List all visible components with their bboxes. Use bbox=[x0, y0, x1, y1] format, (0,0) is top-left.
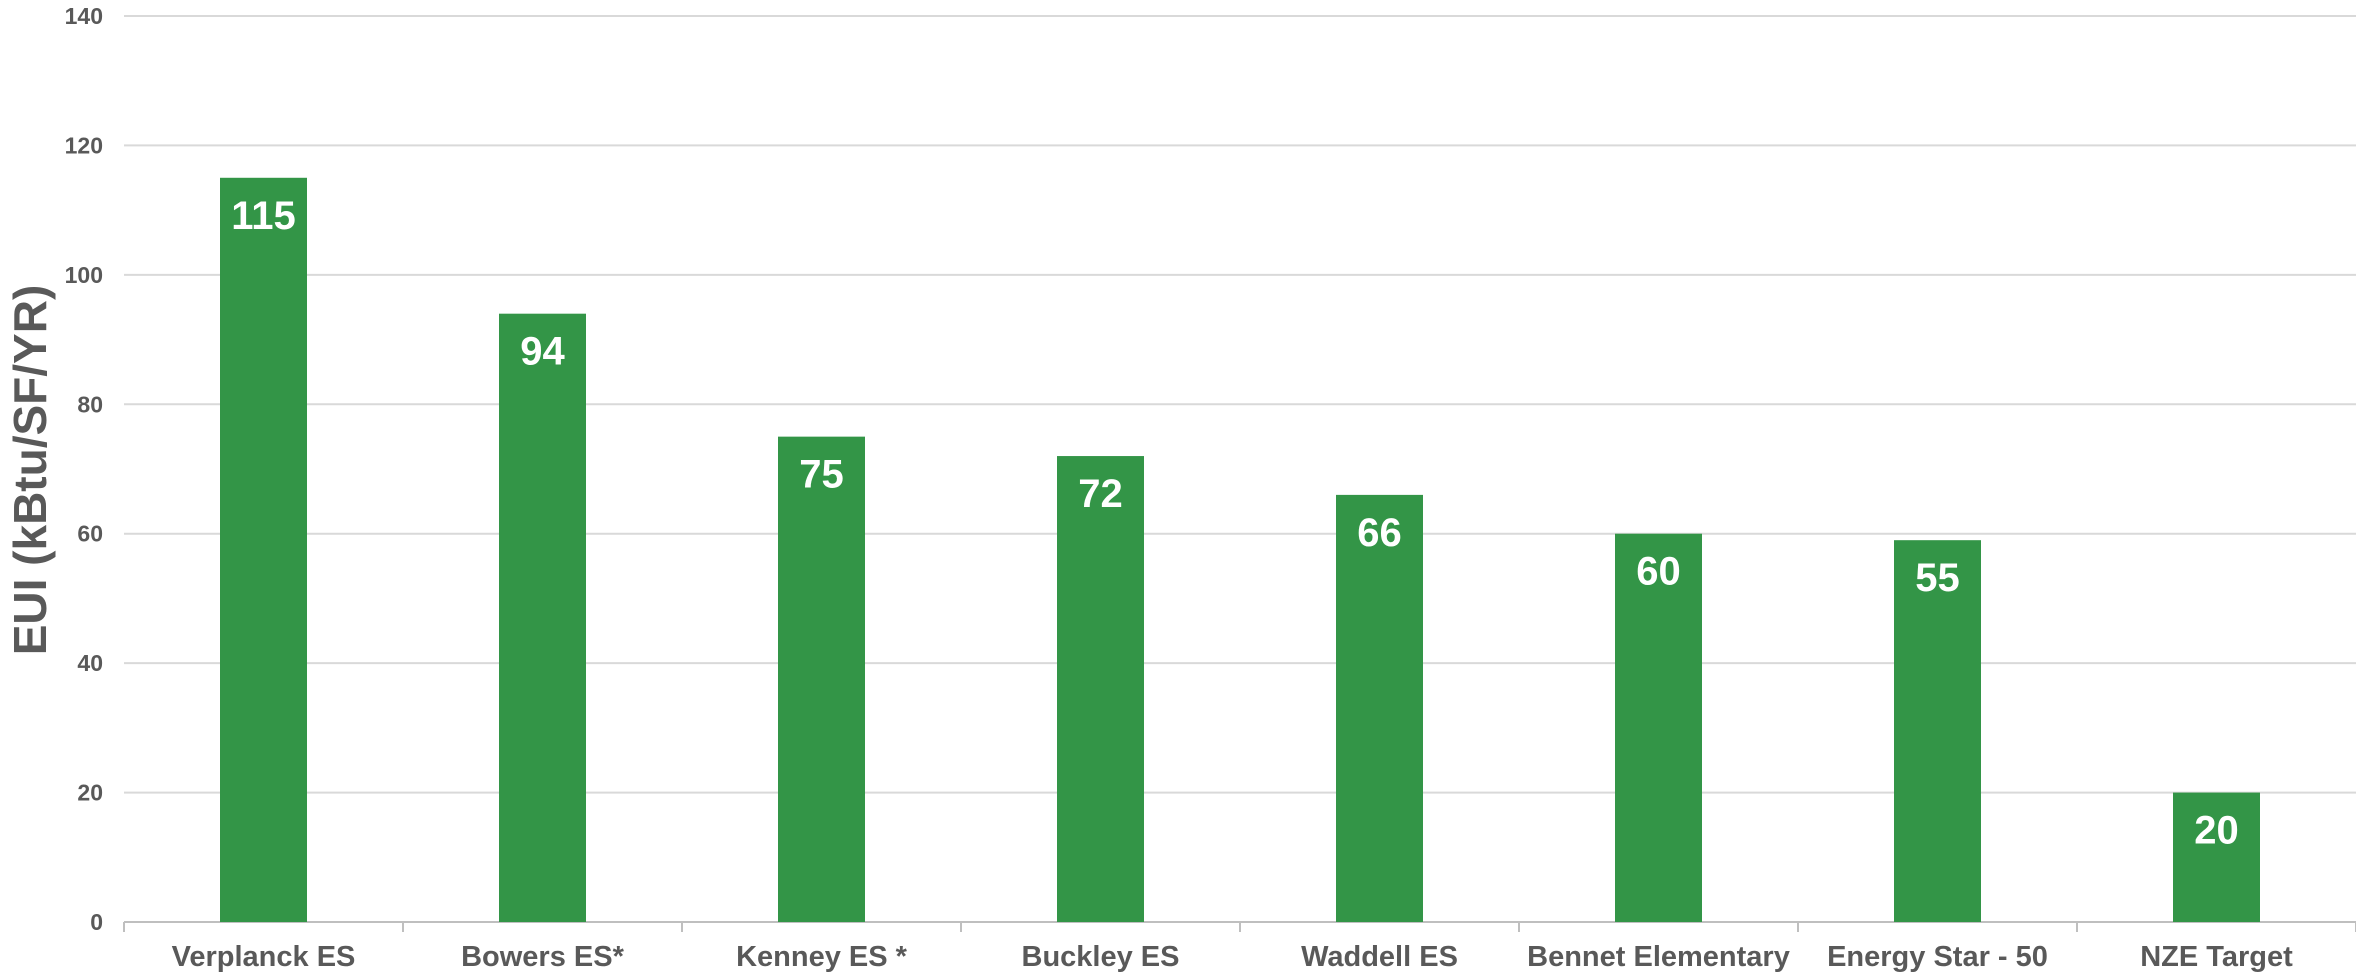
bar-value-label: 94 bbox=[520, 330, 565, 374]
bar-value-label: 115 bbox=[231, 194, 296, 238]
bar-value-label: 72 bbox=[1078, 472, 1123, 516]
bar bbox=[1894, 540, 1981, 922]
y-axis-title: EUI (kBtu/SF/YR) bbox=[4, 285, 56, 656]
y-tick-label: 140 bbox=[65, 3, 103, 29]
bar bbox=[1615, 533, 1702, 922]
y-tick-label: 40 bbox=[77, 650, 103, 676]
x-category-label: Energy Star - 50 bbox=[1827, 941, 2048, 973]
bar-value-label: 75 bbox=[799, 453, 844, 497]
y-axis-ticks: 0 20 40 60 80 100 120 140 bbox=[65, 3, 103, 935]
y-tick-label: 80 bbox=[77, 391, 103, 417]
x-category-label: Kenney ES * bbox=[736, 941, 908, 973]
y-tick-label: 60 bbox=[77, 521, 103, 547]
y-tick-label: 100 bbox=[65, 262, 103, 288]
bar bbox=[1057, 456, 1144, 922]
x-category-label: Verplanck ES bbox=[172, 941, 356, 973]
bar bbox=[1336, 494, 1423, 922]
x-category-label: Waddell ES bbox=[1301, 941, 1458, 973]
bar bbox=[499, 313, 586, 923]
bar-value-label: 20 bbox=[2194, 809, 2239, 853]
x-category-label: NZE Target bbox=[2140, 941, 2293, 973]
x-axis-categories: Verplanck ES Bowers ES* Kenney ES * Buckley… bbox=[172, 941, 2293, 973]
bars: 115 94 75 72 66 60 55 20 bbox=[220, 177, 2260, 923]
x-category-label: Bowers ES* bbox=[461, 941, 624, 973]
x-category-label: Bennet Elementary bbox=[1527, 941, 1790, 973]
y-tick-label: 0 bbox=[90, 909, 103, 935]
bar-value-label: 60 bbox=[1636, 550, 1681, 594]
y-tick-label: 120 bbox=[65, 132, 103, 158]
bar-value-label: 55 bbox=[1915, 556, 1960, 600]
x-category-label: Buckley ES bbox=[1022, 941, 1180, 973]
gridlines bbox=[123, 15, 2356, 932]
bar-value-label: 66 bbox=[1357, 511, 1402, 555]
bar bbox=[2173, 792, 2260, 922]
y-tick-label: 20 bbox=[77, 780, 103, 806]
bar bbox=[778, 436, 865, 922]
bar bbox=[220, 177, 307, 923]
